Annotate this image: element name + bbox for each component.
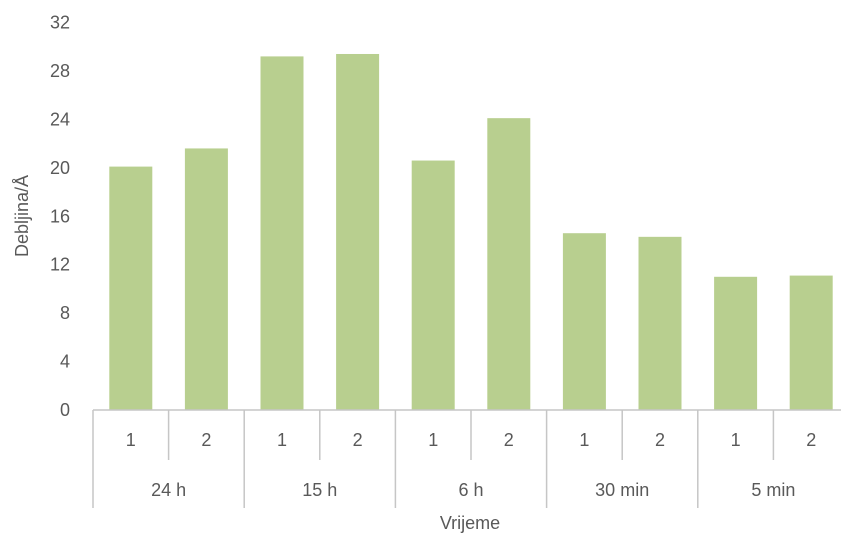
bar [789,275,833,410]
y-tick-label: 8 [60,303,70,323]
group-label: 30 min [595,480,649,500]
y-tick-label: 12 [50,255,70,275]
subcategory-label: 1 [428,430,438,450]
subcategory-label: 2 [504,430,514,450]
y-axis-ticks: 0 4 8 12 16 20 24 28 32 [50,13,70,421]
subcategory-label: 1 [126,430,136,450]
subcategory-label: 2 [201,430,211,450]
group-label: 5 min [751,480,795,500]
group-label: 24 h [151,480,186,500]
bar [714,276,758,410]
x-axis-title: Vrijeme [440,513,500,533]
bar [184,148,228,410]
subcategory-label: 1 [731,430,741,450]
bar [411,160,455,410]
subcategory-label: 2 [806,430,816,450]
y-tick-label: 32 [50,13,70,33]
subcategory-label: 2 [655,430,665,450]
y-tick-label: 0 [60,400,70,420]
bar [562,233,606,410]
y-tick-label: 16 [50,206,70,226]
y-axis-title: Debljina/Å [12,175,32,257]
bar [336,53,380,410]
bar [260,56,304,410]
y-tick-label: 28 [50,61,70,81]
bar [487,118,531,410]
bar [109,166,153,410]
subcategory-label: 1 [579,430,589,450]
subcategory-label: 1 [277,430,287,450]
bars [109,53,833,410]
y-tick-label: 24 [50,109,70,129]
x-axis: 1 2 24 h 1 2 15 h 1 2 6 h 1 2 30 min 1 2 5 min [92,409,841,508]
y-tick-label: 4 [60,352,70,372]
y-tick-label: 20 [50,158,70,178]
group-label: 15 h [302,480,337,500]
bar [638,236,682,410]
subcategory-label: 2 [353,430,363,450]
group-label: 6 h [458,480,483,500]
